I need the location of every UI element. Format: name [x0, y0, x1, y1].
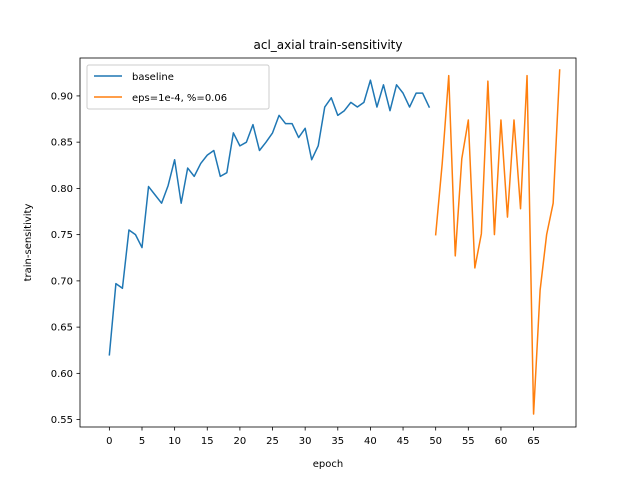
y-axis-label: train-sensitivity [23, 204, 34, 282]
x-tick-label: 5 [139, 436, 145, 447]
x-tick-label: 50 [429, 436, 442, 447]
plot-area [108, 69, 561, 415]
x-tick-label: 60 [495, 436, 508, 447]
x-axis-label: epoch [313, 459, 343, 470]
series-line-1 [434, 69, 561, 415]
y-tick-label: 0.70 [51, 276, 73, 287]
x-tick-label: 10 [168, 436, 181, 447]
y-tick-label: 0.65 [51, 323, 73, 334]
x-tick-label: 45 [397, 436, 410, 447]
legend-label-eps: eps=1e-4, %=0.06 [132, 93, 227, 104]
x-tick-label: 15 [201, 436, 214, 447]
x-tick-label: 65 [527, 436, 540, 447]
x-tick-label: 30 [299, 436, 312, 447]
x-tick-label: 20 [234, 436, 247, 447]
x-tick-label: 0 [106, 436, 112, 447]
axes-frame [79, 57, 577, 428]
y-tick-label: 0.75 [51, 230, 73, 241]
y-tick-label: 0.85 [51, 138, 73, 149]
chart-title: acl_axial train-sensitivity [254, 38, 403, 52]
y-tick-label: 0.90 [51, 91, 73, 102]
y-tick-label: 0.60 [51, 369, 73, 380]
legend: baseline eps=1e-4, %=0.06 [86, 64, 270, 110]
x-tick-label: 40 [364, 436, 377, 447]
y-tick-label: 0.55 [51, 415, 73, 426]
y-tick-label: 0.80 [51, 184, 73, 195]
x-tick-label: 35 [331, 436, 344, 447]
legend-box [86, 64, 270, 110]
legend-label-baseline: baseline [132, 72, 174, 83]
x-tick-label: 25 [266, 436, 279, 447]
series-line-0 [108, 79, 431, 356]
x-tick-label: 55 [462, 436, 475, 447]
